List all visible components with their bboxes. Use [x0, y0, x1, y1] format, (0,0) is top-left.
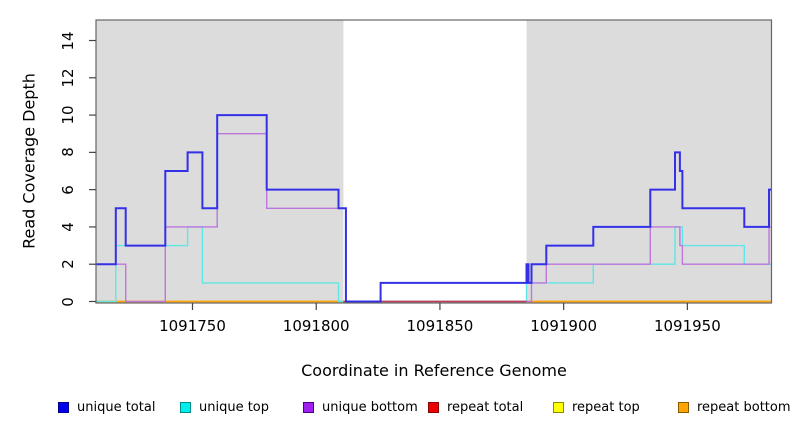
legend-swatch-icon: [678, 402, 689, 413]
shaded-region: [526, 20, 772, 303]
legend-swatch-icon: [428, 402, 439, 413]
x-tick-label: 1091800: [282, 317, 350, 335]
legend-swatch-icon: [553, 402, 564, 413]
y-tick-label: 6: [59, 184, 77, 195]
y-tick-label: 10: [59, 105, 77, 125]
x-tick-label: 1091900: [530, 317, 598, 335]
y-axis-label: Read Coverage Depth: [19, 73, 39, 249]
x-tick-label: 1091850: [406, 317, 474, 335]
shaded-region: [96, 20, 344, 303]
plot-box: [95, 19, 773, 304]
x-tick-label: 1091750: [159, 317, 226, 335]
y-tick-label: 14: [59, 30, 77, 51]
y-tick-label: 0: [59, 296, 77, 307]
legend-label: unique total: [77, 400, 156, 415]
legend-label: repeat total: [447, 400, 524, 415]
x-tick-label: 1091950: [653, 317, 721, 335]
x-axis-label: Coordinate in Reference Genome: [301, 361, 567, 380]
y-tick-label: 2: [59, 259, 77, 269]
legend-label: unique bottom: [322, 400, 418, 415]
legend-label: repeat bottom: [697, 400, 791, 415]
legend-swatch-icon: [58, 402, 69, 413]
series-unique-top: [96, 226, 772, 303]
legend-swatch-icon: [180, 402, 191, 413]
legend-label: repeat top: [572, 400, 640, 415]
legend-label: unique top: [199, 400, 270, 415]
y-tick-label: 12: [59, 68, 77, 88]
legend-swatch-icon: [303, 402, 314, 413]
y-tick-label: 4: [59, 222, 77, 232]
series-unique-total: [96, 114, 772, 303]
y-tick-label: 8: [59, 147, 77, 158]
